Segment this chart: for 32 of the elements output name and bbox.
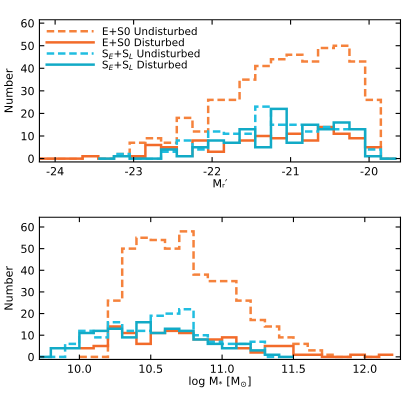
x-tick-label: -21: [282, 167, 299, 176]
x-tick-label: -23: [125, 167, 142, 176]
x-axis-title: Mᵣ′: [214, 179, 228, 188]
x-tick-label: 11.5: [282, 364, 305, 373]
y-tick-label: 10: [22, 132, 34, 140]
y-tick-label: 30: [21, 288, 34, 296]
legend-label: E+S0 Disturbed: [102, 38, 184, 46]
y-tick-label: 20: [21, 310, 34, 318]
y-tick-label: 50: [21, 244, 34, 254]
x-tick-label: -24: [46, 167, 64, 176]
y-tick-label: 60: [21, 222, 34, 232]
x-tick-label: 12.0: [354, 364, 376, 373]
legend-label: S$_{E}$+S$_{L}$ Undisturbed: [102, 49, 200, 59]
x-tick-label: -20: [360, 167, 378, 176]
y-tick-label: 60: [21, 19, 34, 28]
x-axis-title: log M$_{*}$ [M$_{⊙}$]: [189, 376, 251, 388]
x-tick-label: -22: [204, 167, 220, 176]
x-tick-label: 10.5: [140, 364, 162, 373]
y-tick-label: 30: [21, 86, 34, 96]
y-tick-label: 50: [21, 42, 34, 50]
legend-label: E+S0 Undisturbed: [102, 27, 197, 36]
y-tick-label: 40: [20, 266, 34, 275]
y-tick-label: 0: [28, 352, 34, 362]
y-tick-label: 40: [20, 64, 34, 73]
x-tick-label: 10.0: [68, 364, 92, 373]
y-axis-title: Number: [4, 68, 13, 112]
y-axis-title: Number: [4, 266, 13, 310]
x-tick-label: 11.0: [210, 364, 234, 373]
y-tick-label: 20: [21, 109, 34, 118]
y-tick-label: 10: [22, 331, 34, 340]
legend-label: S$_{E}$+S$_{L}$ Disturbed: [102, 60, 187, 70]
y-tick-label: 0: [28, 154, 34, 163]
